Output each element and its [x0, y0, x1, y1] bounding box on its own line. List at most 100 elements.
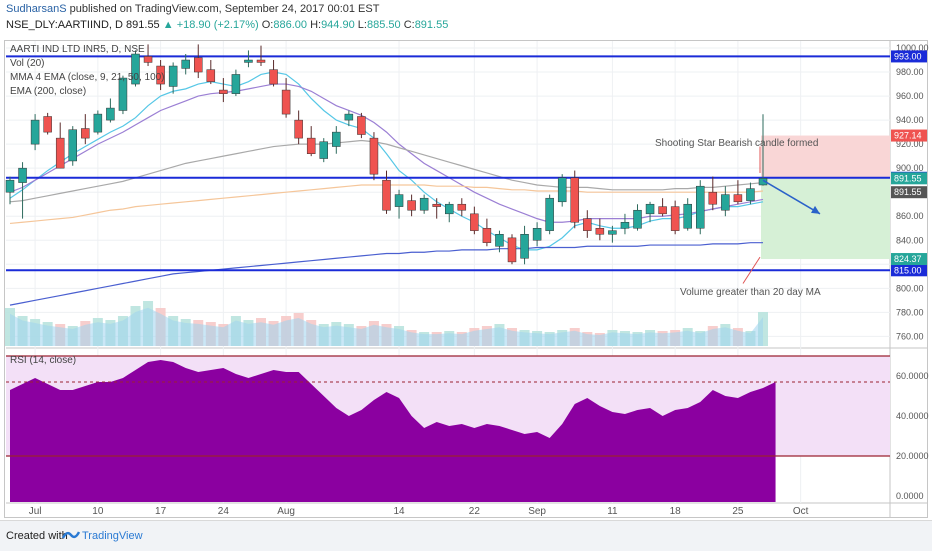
candle-body — [696, 185, 705, 229]
price-tick-label: 920.00 — [896, 139, 924, 149]
price-badge-label: 824.37 — [894, 254, 922, 264]
price-tick-label: 940.00 — [896, 115, 924, 125]
level-badge-label: 815.00 — [894, 265, 922, 275]
rsi-tick-label: 60.0000 — [896, 371, 929, 381]
volume-annotation: Volume greater than 20 day MA — [680, 287, 821, 298]
candle-body — [432, 203, 441, 207]
level-badge — [891, 264, 927, 277]
candle-body — [369, 137, 379, 175]
symbol-label[interactable]: NSE_DLY:AARTIIND, D — [6, 19, 123, 31]
x-tick-label: 11 — [607, 506, 618, 517]
candle-body — [557, 177, 567, 203]
x-tick-label: 17 — [155, 506, 167, 517]
created-with-label: Created with — [6, 530, 68, 542]
x-tick-label: 18 — [670, 506, 682, 517]
candle-body — [55, 137, 65, 169]
price-change: +18.90 (+2.17%) — [176, 19, 259, 31]
up-arrow-icon: ▲ — [162, 19, 174, 31]
candle-body — [382, 179, 391, 211]
candle-body — [30, 119, 40, 145]
candle-body — [620, 221, 630, 229]
stop-zone — [761, 135, 890, 179]
legend-ema: EMA (200, close) — [10, 86, 87, 97]
volume-pointer — [742, 256, 761, 284]
candle-body — [495, 234, 504, 247]
candle-body — [470, 213, 479, 231]
candle-body — [721, 194, 730, 211]
price-tick-label: 1000.00 — [896, 43, 929, 53]
candle-body — [570, 177, 579, 223]
candle-body — [43, 116, 52, 133]
rsi-tick-label: 20.0000 — [896, 451, 929, 461]
candle-body — [93, 113, 103, 133]
chart-frame — [4, 40, 928, 518]
candle-body — [357, 116, 366, 135]
close-label: C: — [403, 19, 415, 31]
price-tick-label: 900.00 — [896, 163, 924, 173]
chart-canvas[interactable]: Jul 10 17 24 Aug 14 22 Sep 11 18 25 Oct 760.00 780.00… — [0, 0, 932, 520]
high-label: H: — [310, 19, 322, 31]
candle-body — [419, 197, 429, 211]
legend-rsi: RSI (14, close) — [10, 355, 77, 366]
price-tick-label: 960.00 — [896, 91, 924, 101]
legend-vol: Vol (20) — [10, 58, 45, 69]
price-badge — [891, 253, 927, 266]
x-tick-label: 10 — [92, 506, 104, 517]
tradingview-brand[interactable]: TradingView — [82, 530, 143, 542]
symbol-line: NSE_DLY:AARTIIND, D 891.55 ▲ +18.90 (+2.… — [6, 19, 448, 31]
candle-body — [5, 179, 15, 193]
candle-body — [708, 191, 718, 205]
candle-body — [445, 203, 454, 215]
price-tick-label: 800.00 — [896, 283, 924, 293]
level-badge-label: 993.00 — [894, 51, 922, 61]
low-value: 885.50 — [366, 19, 401, 31]
last-price-badge — [891, 186, 927, 199]
rsi-tick-label: 0.0000 — [896, 491, 924, 501]
candle-body — [168, 65, 178, 87]
price-tick-label: 860.00 — [896, 211, 924, 221]
candle-body — [143, 56, 153, 63]
candle-body — [256, 59, 266, 63]
price-badge — [891, 172, 927, 185]
candle-body — [306, 137, 316, 154]
candle-body — [733, 194, 743, 203]
price-badge-label: 891.55 — [894, 173, 922, 183]
published-text: published on TradingView.com, September … — [69, 3, 380, 15]
candle-body — [746, 188, 755, 201]
candle-body — [658, 206, 667, 215]
candle-body — [194, 57, 203, 73]
volume-ma-area — [10, 307, 763, 346]
candle-body — [457, 203, 467, 211]
candle-body — [670, 206, 680, 231]
candle-body — [344, 113, 354, 121]
open-value: 886.00 — [273, 19, 307, 31]
candle-body — [68, 129, 77, 162]
x-tick-label: Jul — [29, 506, 42, 517]
rsi-area — [10, 360, 776, 502]
price-badge — [891, 129, 927, 142]
trend-arrow-line — [762, 179, 821, 215]
candle-body — [244, 59, 253, 63]
candle-body — [332, 131, 341, 147]
publisher-link[interactable]: SudharsanS — [6, 3, 67, 15]
candle-body — [106, 107, 115, 121]
level-badge — [891, 50, 927, 63]
candle-body — [219, 89, 228, 94]
x-tick-label: Sep — [528, 506, 546, 517]
candle-body — [520, 234, 529, 259]
candle-body — [269, 69, 278, 85]
candle-body — [595, 227, 605, 235]
candle-body — [131, 53, 140, 85]
low-label: L: — [357, 19, 367, 31]
price-tick-label: 760.00 — [896, 331, 924, 341]
candle-body — [532, 227, 542, 241]
price-tick-label: 780.00 — [896, 307, 924, 317]
x-tick-label: 14 — [393, 506, 405, 517]
candle-body — [281, 89, 291, 115]
moving-average-line — [9, 242, 763, 306]
price-tick-label: 980.00 — [896, 67, 924, 77]
candle-body — [118, 77, 128, 111]
candle-body — [319, 141, 328, 159]
high-value: 944.90 — [321, 19, 355, 31]
candle-body — [407, 200, 416, 211]
